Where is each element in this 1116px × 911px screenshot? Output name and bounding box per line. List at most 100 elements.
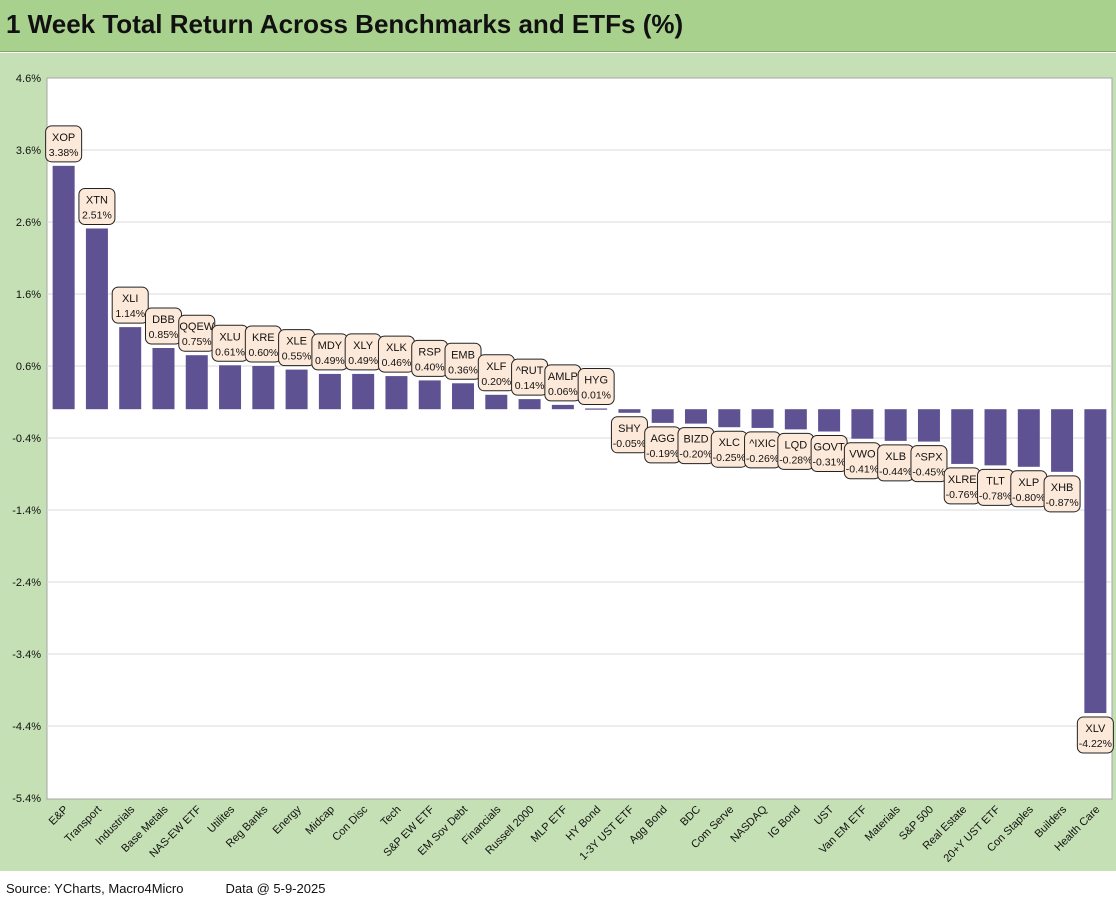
data-label-value: -0.19% — [646, 448, 679, 460]
data-label: VWO -0.41% — [843, 442, 881, 480]
data-label: ^IXIC -0.26% — [744, 431, 782, 469]
data-label-value: -0.31% — [812, 457, 845, 469]
bar — [718, 409, 741, 428]
bar — [485, 394, 508, 410]
gridlines — [47, 149, 1112, 727]
data-label-value: 1.14% — [115, 308, 145, 320]
data-date: Data @ 5-9-2025 — [225, 881, 326, 896]
data-label: SHY -0.05% — [610, 416, 648, 454]
data-label: XLC -0.25% — [710, 430, 748, 468]
data-label-ticker: VWO — [849, 449, 876, 461]
bar — [951, 409, 974, 464]
bar — [1084, 409, 1107, 714]
data-label-ticker: AGG — [650, 433, 674, 445]
data-label-value: -0.05% — [613, 438, 646, 450]
data-label-ticker: XLY — [353, 340, 374, 352]
x-tick-label: E&P — [47, 804, 71, 828]
data-label: XLV -4.22% — [1076, 716, 1114, 754]
bars — [52, 165, 1107, 714]
data-label: ^SPX -0.45% — [910, 445, 948, 483]
data-label-value: 3.38% — [49, 147, 79, 159]
data-label-value: -0.44% — [879, 466, 912, 478]
bar — [452, 383, 475, 410]
bar — [285, 369, 308, 410]
data-label: HYG 0.01% — [577, 367, 615, 405]
y-tick-label: -3.4% — [12, 649, 41, 661]
data-label-ticker: XLP — [1018, 477, 1039, 489]
bar — [252, 366, 275, 410]
x-tick-label: IG Bond — [766, 804, 803, 841]
bar — [851, 409, 874, 439]
data-label-ticker: TLT — [986, 475, 1005, 487]
data-label-ticker: XLI — [122, 293, 139, 305]
data-label-value: 0.36% — [448, 364, 478, 376]
bar — [884, 409, 907, 441]
x-tick-label: Materials — [863, 803, 903, 843]
title-bar: 1 Week Total Return Across Benchmarks an… — [0, 0, 1116, 52]
data-label-ticker: XHB — [1051, 482, 1074, 494]
data-label-ticker: XLK — [386, 342, 407, 354]
x-tick-label: NASDAQ — [728, 803, 770, 845]
bar — [818, 409, 841, 432]
bar — [185, 355, 208, 410]
y-tick-label: 2.6% — [16, 217, 41, 229]
data-label-ticker: DBB — [152, 314, 175, 326]
data-label-value: -0.41% — [846, 464, 879, 476]
data-label: AGG -0.19% — [644, 426, 682, 464]
data-label: XLY 0.49% — [344, 333, 382, 371]
y-tick-label: -4.4% — [12, 721, 41, 733]
data-label-value: -0.20% — [679, 449, 712, 461]
data-label-ticker: EMB — [451, 349, 475, 361]
data-label-value: -4.22% — [1079, 738, 1112, 750]
bar — [418, 380, 441, 410]
data-label: GOVT -0.31% — [810, 435, 848, 473]
bar — [1051, 409, 1074, 472]
data-label-box — [577, 367, 615, 405]
data-label: TLT -0.78% — [977, 468, 1015, 506]
data-label: BIZD -0.20% — [677, 427, 715, 465]
data-label-box — [1076, 716, 1114, 754]
data-label-ticker: XLF — [486, 361, 506, 373]
data-label-value: 0.14% — [515, 380, 545, 392]
data-label-ticker: XLE — [286, 336, 307, 348]
bar — [152, 348, 175, 410]
data-label: AMLP 0.06% — [544, 364, 582, 402]
x-tick-label: Utilites — [205, 803, 237, 835]
data-label-ticker: BIZD — [683, 434, 708, 446]
data-label: ^RUT 0.14% — [511, 358, 549, 396]
bar — [585, 408, 608, 410]
data-label-ticker: ^RUT — [516, 365, 544, 377]
data-label-value: 0.49% — [348, 355, 378, 367]
data-label-value: 0.40% — [415, 361, 445, 373]
data-label-value: -0.28% — [779, 454, 812, 466]
data-label-ticker: MDY — [318, 340, 343, 352]
chart-title: 1 Week Total Return Across Benchmarks an… — [6, 9, 684, 39]
data-label: XLP -0.80% — [1010, 470, 1048, 508]
x-tick-label: UST — [812, 803, 836, 827]
data-label-ticker: XLV — [1085, 723, 1106, 735]
bar-chart: 4.6% 3.6% 2.6% 1.6% 0.6% -0.4% -1.4% -2.4% -3.4%… — [12, 73, 1114, 865]
data-label: XLU 0.61% — [211, 324, 249, 362]
data-label-ticker: LQD — [785, 439, 808, 451]
data-label: DBB 0.85% — [144, 307, 182, 345]
y-tick-label: 0.6% — [16, 361, 41, 373]
bar — [385, 376, 408, 410]
y-tick-label: -2.4% — [12, 577, 41, 589]
data-label-value: -0.45% — [912, 467, 945, 479]
bar — [917, 409, 940, 442]
data-label-value: 0.49% — [315, 355, 345, 367]
data-label-value: 0.01% — [581, 389, 611, 401]
data-label-value: 0.20% — [481, 376, 511, 388]
data-label-ticker: HYG — [584, 374, 608, 386]
data-label-value: -0.25% — [713, 452, 746, 464]
data-label-ticker: AMLP — [548, 371, 578, 383]
x-tick-label: Tech — [379, 804, 404, 829]
data-label: QQEW 0.75% — [178, 314, 216, 352]
bar — [52, 165, 75, 410]
data-label-box — [1043, 475, 1081, 513]
y-tick-label: 1.6% — [16, 289, 41, 301]
data-label: XLB -0.44% — [877, 444, 915, 482]
x-tick-label: Energy — [271, 803, 304, 836]
data-label-value: -0.80% — [1012, 492, 1045, 504]
